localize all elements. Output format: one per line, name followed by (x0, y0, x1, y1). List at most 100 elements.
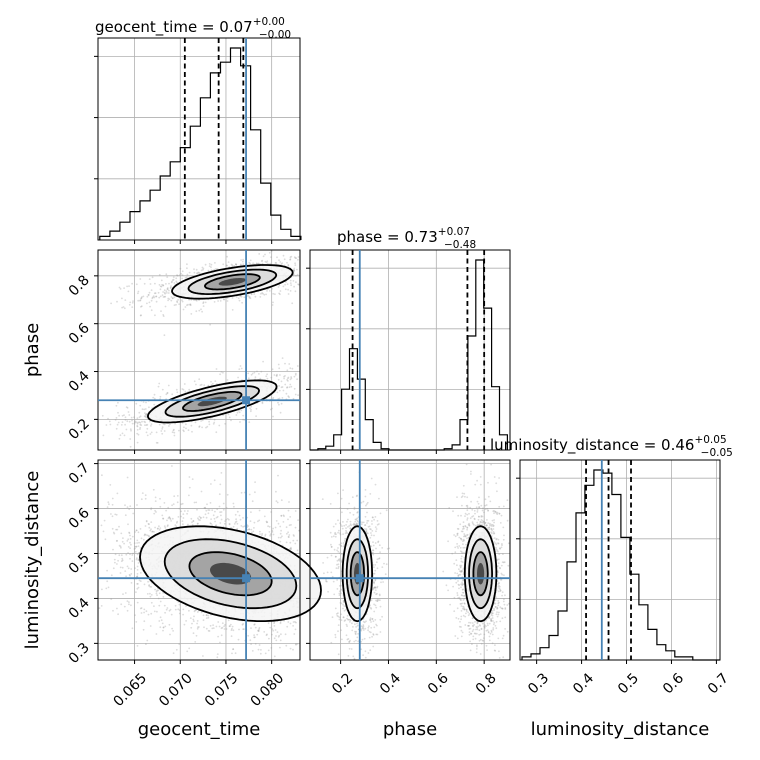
scatter-point (100, 605, 103, 607)
scatter-point (286, 386, 289, 389)
scatter-point (289, 258, 292, 261)
scatter-point (161, 283, 164, 286)
scatter-point (263, 293, 266, 296)
scatter-point (170, 613, 173, 616)
scatter-point (276, 391, 279, 394)
scatter-point (163, 502, 166, 504)
scatter-point (131, 301, 134, 304)
scatter-point (321, 498, 324, 500)
scatter-point (237, 376, 240, 379)
scatter-point (287, 293, 290, 295)
scatter-point (159, 616, 162, 619)
scatter-point (187, 523, 189, 526)
scatter-point (139, 428, 141, 430)
scatter-point (250, 373, 253, 376)
scatter-point (187, 429, 190, 432)
scatter-point (238, 299, 241, 302)
scatter-point (279, 290, 282, 292)
scatter-point (182, 513, 185, 515)
scatter-point (254, 376, 257, 379)
scatter-point (346, 520, 348, 523)
scatter-point (286, 283, 289, 285)
scatter-point (233, 523, 236, 525)
scatter-point (294, 290, 297, 293)
scatter-point (144, 494, 147, 497)
scatter-point (157, 597, 160, 600)
scatter-point (186, 512, 189, 515)
scatter-point (222, 502, 225, 505)
scatter-point (370, 477, 373, 480)
scatter-point (206, 503, 208, 506)
scatter-point (340, 497, 343, 500)
scatter-point (332, 525, 335, 528)
scatter-point (173, 282, 176, 284)
scatter-point (360, 625, 363, 628)
scatter-point (374, 526, 377, 528)
scatter-point (106, 506, 109, 508)
scatter-point (374, 516, 377, 518)
scatter-point (289, 279, 292, 282)
scatter-point (376, 523, 379, 526)
scatter-point (161, 294, 164, 297)
scatter-point (135, 529, 138, 532)
scatter-point (139, 278, 142, 280)
scatter-point (139, 299, 141, 302)
scatter-point (143, 611, 146, 614)
scatter-point (209, 323, 212, 326)
scatter-point (381, 566, 384, 568)
scatter-point (188, 609, 190, 612)
scatter-point (166, 292, 168, 294)
scatter-point (294, 262, 296, 265)
scatter-point (199, 516, 202, 519)
scatter-point (337, 630, 339, 633)
scatter-point (167, 384, 170, 387)
scatter-point (287, 531, 289, 534)
scatter-point (257, 648, 260, 651)
density-luminosity_distance-vs-phase (321, 463, 510, 660)
scatter-point (200, 269, 203, 272)
scatter-point (108, 420, 111, 423)
scatter-point (193, 501, 196, 504)
scatter-point (293, 633, 296, 635)
scatter-point (102, 530, 105, 533)
scatter-point (125, 428, 128, 431)
scatter-point (249, 410, 252, 413)
scatter-point (102, 434, 105, 437)
scatter-point (272, 527, 274, 530)
scatter-point (375, 623, 377, 626)
scatter-point (159, 497, 161, 500)
scatter-point (346, 614, 349, 617)
scatter-point (225, 518, 228, 521)
scatter-point (364, 489, 367, 491)
scatter-point (139, 299, 142, 301)
scatter-point (167, 292, 170, 294)
scatter-point (256, 370, 258, 373)
scatter-point (219, 483, 222, 486)
scatter-point (220, 518, 223, 521)
scatter-point (343, 620, 346, 622)
scatter-point (247, 295, 250, 297)
scatter-point (202, 614, 205, 617)
scatter-point (289, 290, 292, 292)
scatter-point (281, 397, 284, 399)
scatter-point (166, 288, 169, 290)
scatter-point (137, 586, 140, 589)
scatter-point (270, 250, 273, 253)
scatter-point (148, 535, 151, 538)
scatter-point (152, 488, 155, 491)
scatter-point (336, 559, 339, 562)
scatter-point (247, 377, 250, 380)
scatter-point (374, 589, 377, 591)
scatter-point (219, 522, 222, 524)
scatter-point (213, 418, 216, 421)
scatter-point (173, 304, 176, 306)
scatter-point (173, 434, 176, 437)
scatter-point (155, 431, 158, 434)
scatter-point (127, 567, 130, 570)
scatter-point (338, 590, 341, 593)
scatter-point (167, 297, 170, 300)
scatter-point (378, 497, 380, 500)
scatter-point (191, 430, 193, 433)
scatter-point (164, 292, 167, 295)
scatter-point (195, 634, 198, 637)
